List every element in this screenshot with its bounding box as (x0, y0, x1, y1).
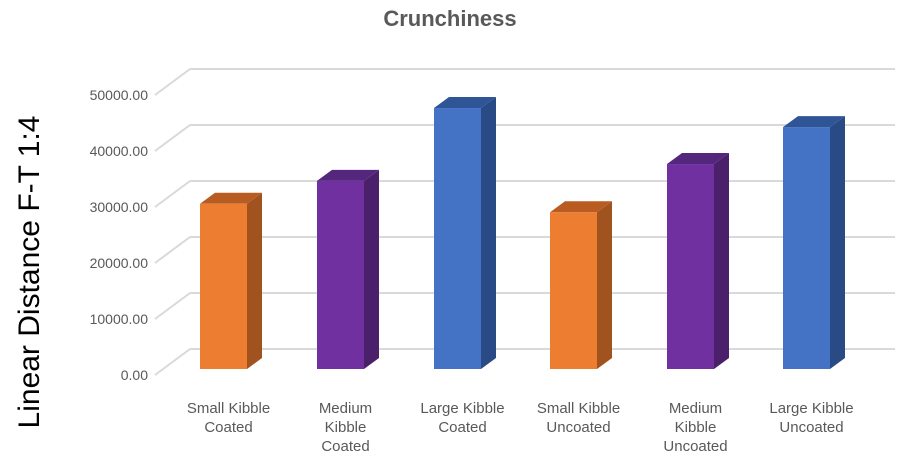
bar-side (830, 116, 845, 369)
bar-top (550, 201, 612, 213)
y-tick-label: 40000.00 (90, 143, 149, 159)
gridline-depth (154, 236, 191, 264)
chart-title: Crunchiness (383, 6, 517, 31)
bar-top (434, 97, 496, 109)
bar (317, 180, 364, 369)
y-tick-label: 50000.00 (90, 87, 149, 103)
y-tick-label: 0.00 (121, 367, 148, 383)
gridline-depth (154, 292, 191, 320)
bar (200, 203, 247, 369)
bar-top (783, 116, 845, 128)
y-tick-label: 30000.00 (90, 199, 149, 215)
x-tick-label: Medium Kibble Uncoated (663, 400, 727, 455)
bar (434, 108, 481, 369)
bar-side (247, 192, 262, 369)
gridline-depth (154, 68, 191, 96)
gridline-depth (154, 348, 191, 376)
bar (667, 164, 714, 369)
gridline-depth (154, 124, 191, 152)
bar-side (364, 169, 379, 369)
gridline-depth (154, 180, 191, 208)
bar-side (481, 97, 496, 369)
x-tick-label: Medium Kibble Coated (319, 400, 372, 455)
y-tick-label: 10000.00 (90, 311, 149, 327)
x-tick-label: Small Kibble Uncoated (537, 400, 620, 436)
x-tick-label: Large Kibble Uncoated (769, 400, 853, 436)
bar-side (714, 153, 729, 369)
bar-top (667, 153, 729, 165)
bar-top (317, 169, 379, 181)
y-tick-label: 20000.00 (90, 255, 149, 271)
x-tick-label: Small Kibble Coated (187, 400, 270, 436)
bar-side (597, 201, 612, 369)
bar (550, 212, 597, 369)
bar (783, 127, 830, 369)
bar-top (200, 192, 262, 204)
x-tick-label: Large Kibble Coated (420, 400, 504, 436)
